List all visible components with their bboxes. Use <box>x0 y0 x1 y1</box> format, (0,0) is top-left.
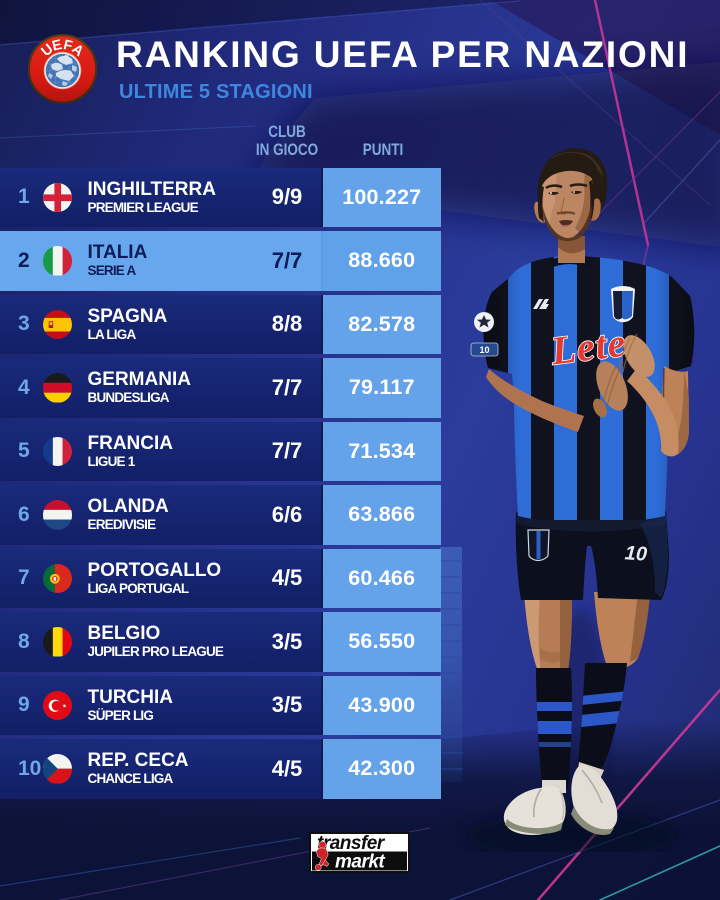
svg-text:E: E <box>51 37 64 55</box>
svg-text:markt: markt <box>335 852 385 873</box>
svg-text:Lete: Lete <box>548 320 629 374</box>
svg-text:F: F <box>62 37 74 55</box>
svg-text:10: 10 <box>624 542 648 565</box>
svg-text:transfer: transfer <box>317 833 386 854</box>
svg-text:10: 10 <box>479 345 489 355</box>
